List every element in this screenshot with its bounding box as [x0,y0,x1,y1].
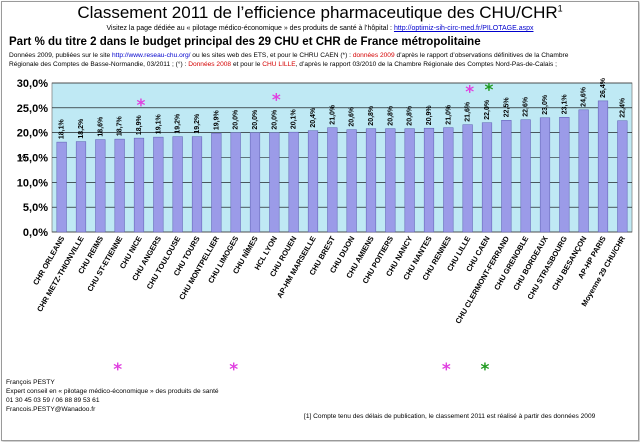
bar [56,141,67,233]
bar [346,129,357,233]
data-label: 20,4% [310,107,317,128]
data-label: 19,1% [155,114,162,135]
y-tick-label: 20,0% [17,128,48,140]
y-axis-label: % [18,153,26,163]
chart-subtitle: Part % du titre 2 dans le budget princip… [9,36,481,48]
author-line: Expert conseil en « pilotage médico-écon… [6,388,219,395]
bar [230,132,241,233]
reseau-chu-link[interactable]: http://www.reseau-chu.org/ [112,52,191,59]
bar [153,136,164,233]
data-label: 20,0% [252,109,259,130]
data-label: 20,8% [368,105,375,126]
bar [423,127,435,233]
data-label: 22,0% [484,99,491,120]
author-block: François PESTY Expert conseil en « pilot… [6,378,219,414]
data-label: 22,6% [523,96,530,117]
star-marker: * [465,83,474,103]
star-marker: * [137,96,146,116]
bar [191,136,203,233]
y-tick-label: 15,0% [17,153,48,165]
bar [75,141,87,233]
bar [443,127,454,233]
source-line-2: Régionale des Comptes de Basse-Normandie… [9,61,557,68]
data-label: 18,6% [97,116,104,137]
data-label: 19,2% [194,113,201,134]
star-marker: * [442,360,451,380]
data-label: 18,9% [136,115,143,136]
star-marker: * [229,360,238,380]
star-marker: * [481,360,490,380]
bar [269,132,280,233]
pilotage-link[interactable]: http://optimiz-sih-circ-med.fr/PILOTAGE.… [393,25,534,32]
y-tick-label: 10,0% [17,177,48,189]
data-label: 18,7% [117,115,124,136]
source-line-1: Données 2009, publiées sur le site http:… [9,52,569,59]
bar [288,131,299,233]
bar [404,128,415,233]
bar [539,117,551,233]
bar [211,132,222,233]
bar [617,120,628,233]
data-label: 20,1% [291,109,298,130]
author-line: 01 30 45 03 59 / 06 88 89 53 61 [6,397,100,404]
data-label: 20,6% [349,106,356,127]
bar [385,128,396,233]
visit-line: Visitez la page dédiée au « pilotage méd… [106,25,534,32]
bar [501,120,512,233]
data-label: 24,6% [581,86,588,107]
bar [578,109,589,233]
data-label: 26,4% [600,77,607,98]
bar [172,136,183,233]
bar [95,139,106,233]
author-line: François PESTY [6,379,55,386]
y-tick-label: 30,0% [17,78,48,90]
data-label: 20,0% [271,109,278,130]
bar [520,119,531,233]
bar [481,122,493,233]
data-label: 23,0% [542,94,549,115]
bar [327,127,338,233]
data-label: 18,1% [59,118,66,139]
star-marker: * [485,81,494,101]
star-marker: * [113,360,122,380]
data-label: 20,9% [426,105,433,126]
bar [559,117,570,233]
data-label: 20,8% [387,105,394,126]
data-label: 20,8% [407,105,414,126]
data-label: 22,4% [619,97,626,118]
bar [133,137,145,233]
data-label: 21,0% [445,104,452,125]
data-label: 19,9% [213,110,220,131]
data-label: 21,6% [465,101,472,122]
bar [249,132,261,233]
author-line: Francois.PESTY@Wanadoo.fr [6,406,96,413]
star-marker: * [272,91,281,111]
data-label: 21,0% [329,104,336,125]
data-label: 23,1% [561,94,568,115]
bar [365,128,377,233]
data-label: 19,2% [175,113,182,134]
footnote: [1] Compte tenu des délais de publicatio… [304,413,596,420]
bar [114,138,125,233]
chart-title: Classement 2011 de l’efficience pharmace… [77,3,563,22]
y-tick-label: 25,0% [17,103,48,115]
data-label: 20,0% [233,109,240,130]
y-tick-label: 5,0% [23,202,48,214]
bar [597,100,609,233]
y-tick-label: 0,0% [23,227,48,239]
data-label: 18,2% [78,118,85,139]
bar [307,130,319,233]
bar [462,124,473,233]
data-label: 22,5% [503,97,510,118]
